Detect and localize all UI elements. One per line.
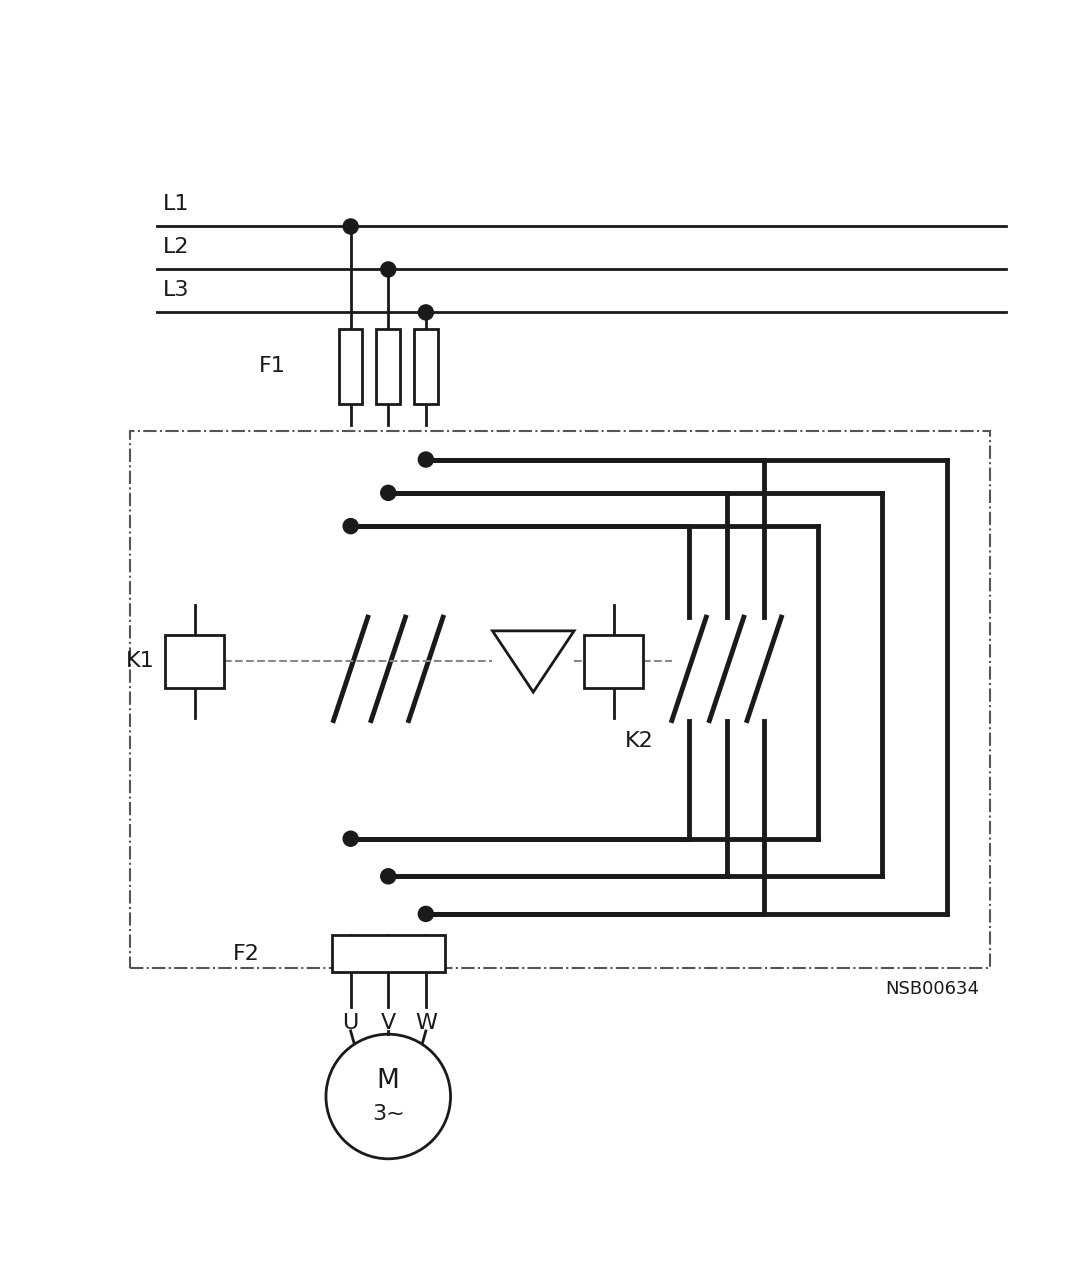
Text: U: U	[343, 1012, 359, 1033]
Bar	[584, 635, 643, 689]
Circle shape	[418, 906, 433, 922]
Circle shape	[381, 485, 396, 500]
Text: W: W	[415, 1012, 437, 1033]
Text: V: V	[381, 1012, 396, 1033]
Circle shape	[381, 262, 396, 276]
Bar	[131, 430, 990, 968]
Circle shape	[418, 305, 433, 320]
Circle shape	[343, 219, 358, 234]
Bar	[165, 635, 224, 689]
Text: F1: F1	[259, 356, 286, 376]
Circle shape	[343, 831, 358, 846]
Bar	[415, 329, 437, 403]
Circle shape	[343, 518, 358, 534]
Text: 3~: 3~	[372, 1103, 405, 1124]
Text: L3: L3	[163, 279, 189, 300]
Bar	[332, 936, 445, 972]
Circle shape	[418, 452, 433, 467]
Text: L1: L1	[163, 193, 189, 214]
Bar	[338, 329, 362, 403]
Text: L2: L2	[163, 237, 189, 256]
Text: NSB00634: NSB00634	[885, 980, 979, 998]
Text: K2: K2	[625, 731, 653, 751]
Text: M: M	[376, 1069, 399, 1094]
Text: K1: K1	[126, 652, 154, 672]
Circle shape	[381, 869, 396, 883]
Text: F2: F2	[233, 943, 259, 964]
Bar	[376, 329, 400, 403]
